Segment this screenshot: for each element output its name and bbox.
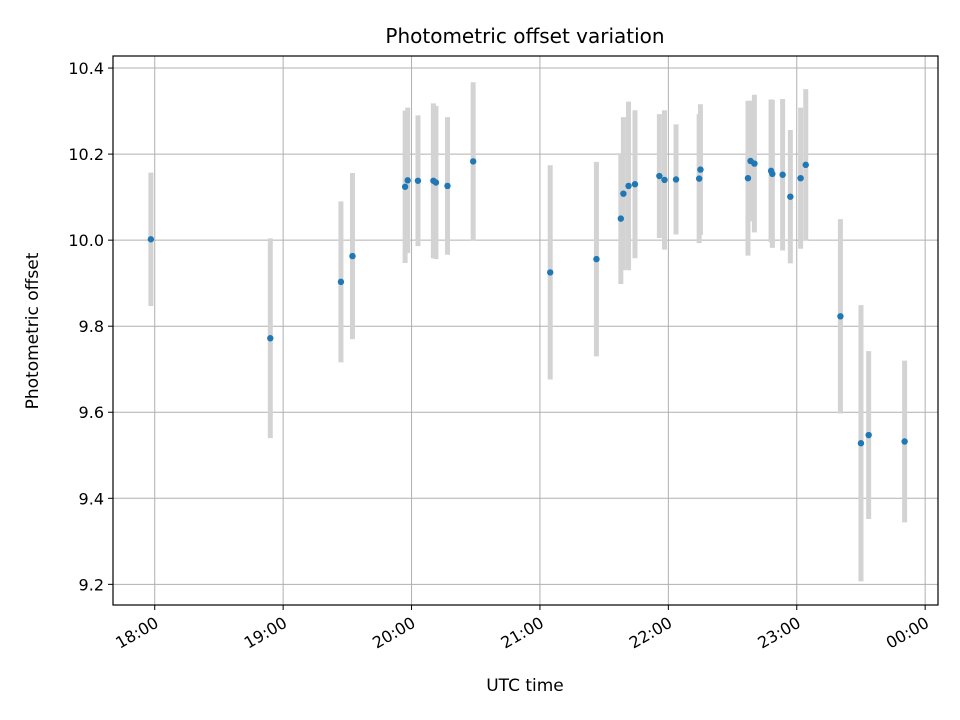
data-point bbox=[444, 182, 451, 190]
y-tick-label: 10.4 bbox=[68, 59, 104, 78]
data-point bbox=[901, 438, 908, 445]
data-point bbox=[432, 179, 440, 186]
data-point bbox=[414, 177, 422, 184]
y-tick-label: 10.0 bbox=[68, 231, 104, 250]
data-point bbox=[797, 174, 804, 182]
x-tick-label: 22:00 bbox=[626, 613, 675, 653]
y-tick-label: 9.2 bbox=[79, 575, 104, 594]
data-point bbox=[469, 158, 477, 165]
data-point bbox=[837, 313, 844, 320]
x-tick-label: 23:00 bbox=[754, 613, 803, 653]
data-point bbox=[401, 183, 409, 190]
data-point bbox=[857, 440, 865, 447]
data-point bbox=[617, 215, 625, 222]
data-point bbox=[349, 252, 356, 260]
data-point bbox=[625, 182, 632, 190]
y-tick-label: 10.2 bbox=[68, 145, 104, 164]
x-tick-label: 18:00 bbox=[112, 613, 161, 653]
data-point bbox=[593, 255, 600, 263]
x-axis: 18:00 19:00 20:00 21:00 22:00 23:00 00:00 bbox=[112, 605, 932, 653]
data-point bbox=[802, 161, 809, 169]
data-point bbox=[656, 172, 663, 180]
y-tick-label: 9.6 bbox=[79, 403, 104, 422]
data-point bbox=[547, 269, 554, 276]
y-tick-label: 9.4 bbox=[79, 489, 104, 508]
y-axis: 9.2 9.4 9.6 9.8 10.0 10.2 10.4 bbox=[68, 59, 113, 594]
chart-title: Photometric offset variation bbox=[385, 24, 664, 48]
data-point bbox=[769, 170, 776, 178]
data-point bbox=[267, 335, 274, 342]
data-points bbox=[147, 157, 908, 447]
plot-frame bbox=[112, 55, 939, 606]
x-tick-label: 20:00 bbox=[369, 613, 418, 653]
x-tick-label: 21:00 bbox=[498, 613, 547, 653]
x-tick-label: 19:00 bbox=[241, 613, 290, 653]
data-point bbox=[404, 177, 411, 184]
error-bars bbox=[148, 82, 908, 582]
x-axis-label: UTC time bbox=[486, 676, 564, 696]
data-point bbox=[865, 431, 872, 439]
y-tick-label: 9.8 bbox=[79, 317, 104, 336]
data-point bbox=[787, 193, 794, 200]
data-point bbox=[147, 236, 155, 243]
data-point bbox=[744, 174, 752, 182]
data-point bbox=[661, 176, 668, 184]
data-point bbox=[631, 181, 639, 188]
data-point bbox=[695, 175, 703, 182]
data-point bbox=[779, 171, 786, 178]
data-point bbox=[620, 190, 627, 197]
y-axis-label: Photometric offset bbox=[23, 252, 43, 409]
grid bbox=[113, 56, 938, 605]
data-point bbox=[751, 160, 758, 167]
x-tick-label: 00:00 bbox=[883, 613, 932, 653]
data-point bbox=[697, 166, 704, 173]
data-point bbox=[337, 278, 345, 286]
data-point bbox=[672, 176, 680, 183]
